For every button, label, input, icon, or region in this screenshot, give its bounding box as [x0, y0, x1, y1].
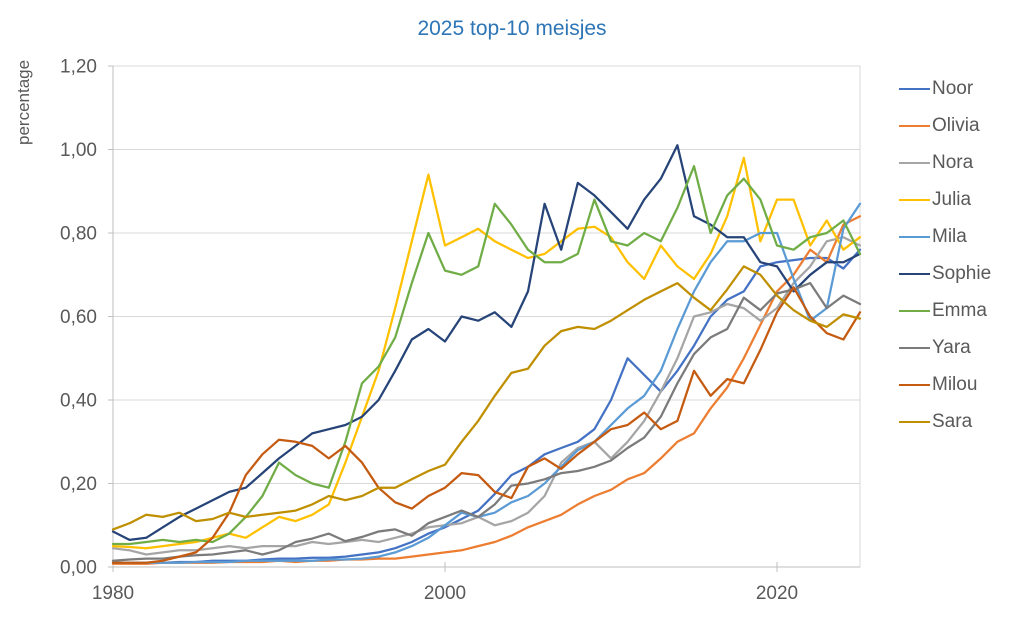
legend-line-swatch-icon: [899, 235, 930, 238]
legend-item-nora[interactable]: Nora: [899, 144, 991, 181]
legend-line-swatch-icon: [899, 346, 930, 349]
legend-item-mila[interactable]: Mila: [899, 218, 991, 255]
series-line-mila[interactable]: [111, 202, 862, 564]
legend-label: Yara: [932, 336, 971, 358]
legend-item-sara[interactable]: Sara: [899, 403, 991, 440]
y-axis-tick-label: 1,20: [60, 57, 97, 78]
series-line-milou[interactable]: [111, 286, 862, 564]
x-axis-tick-label: 2020: [756, 583, 798, 604]
legend-item-sophie[interactable]: Sophie: [899, 255, 991, 292]
series-line-nora[interactable]: [111, 236, 862, 556]
legend-line-swatch-icon: [899, 383, 930, 386]
legend-label: Milou: [932, 373, 978, 395]
y-axis-tick-label: 0,60: [60, 307, 97, 328]
series-line-sara[interactable]: [111, 265, 862, 531]
series-line-julia[interactable]: [111, 156, 862, 550]
y-axis-tick-label: 0,40: [60, 391, 97, 412]
legend-label: Olivia: [932, 114, 980, 136]
legend-item-noor[interactable]: Noor: [899, 70, 991, 107]
legend-label: Emma: [932, 299, 987, 321]
x-axis-tick-label: 2000: [424, 583, 466, 604]
legend-line-swatch-icon: [899, 124, 930, 127]
legend-line-swatch-icon: [899, 309, 930, 312]
legend-item-emma[interactable]: Emma: [899, 292, 991, 329]
legend-item-olivia[interactable]: Olivia: [899, 107, 991, 144]
legend-line-swatch-icon: [899, 87, 930, 90]
legend-label: Julia: [932, 188, 972, 210]
legend: Noor Olivia Nora Julia Mila Sophie Emma Yara Mil…: [899, 70, 991, 440]
legend-line-swatch-icon: [899, 161, 930, 164]
legend-item-yara[interactable]: Yara: [899, 329, 991, 366]
legend-line-swatch-icon: [899, 420, 930, 423]
legend-item-milou[interactable]: Milou: [899, 366, 991, 403]
legend-label: Mila: [932, 225, 967, 247]
legend-item-julia[interactable]: Julia: [899, 181, 991, 218]
series-line-yara[interactable]: [111, 281, 862, 562]
legend-line-swatch-icon: [899, 198, 930, 201]
series-line-sophie[interactable]: [111, 144, 862, 542]
series-line-emma[interactable]: [111, 165, 862, 546]
x-axis-tick-label: 1980: [92, 583, 134, 604]
legend-label: Noor: [932, 77, 974, 99]
legend-label: Sophie: [932, 262, 992, 284]
chart-title: 2025 top-10 meisjes: [417, 17, 607, 40]
legend-line-swatch-icon: [899, 272, 930, 275]
y-axis-tick-label: 0,00: [60, 558, 97, 579]
y-axis-tick-label: 0,20: [60, 474, 97, 495]
legend-label: Nora: [932, 151, 974, 173]
y-axis-tick-label: 0,80: [60, 224, 97, 245]
legend-label: Sara: [932, 410, 973, 432]
y-axis-tick-label: 1,00: [60, 140, 97, 161]
